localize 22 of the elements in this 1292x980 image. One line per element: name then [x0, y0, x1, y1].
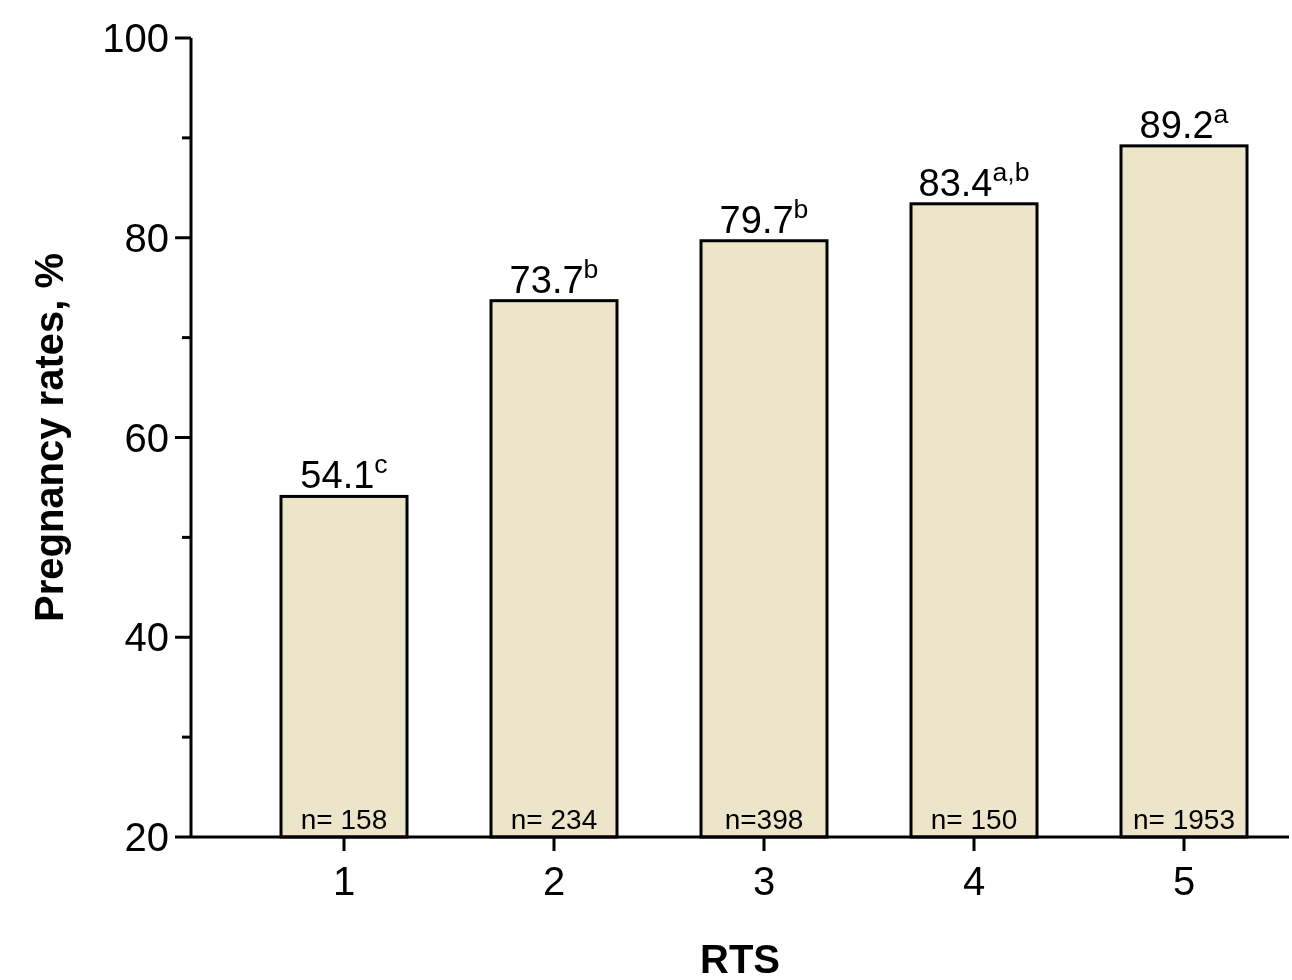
annotation: n= 158 — [300, 804, 388, 835]
y-tick-label: 40 — [124, 615, 169, 660]
data-label: 54.1$^{c}$ — [300, 449, 388, 497]
x-axis-title: RTS — [700, 937, 780, 980]
x-tick-label: 3 — [752, 859, 776, 903]
data-label: 89.2$^{a}$ — [1139, 98, 1229, 146]
data-label: 79.7$^{b}$ — [719, 193, 809, 241]
x-tick-label: 1 — [332, 859, 356, 903]
y-tick-label: 60 — [124, 415, 169, 460]
data-label: 83.4$^{a,b}$ — [918, 156, 1030, 204]
y-tick-label: 80 — [124, 215, 169, 260]
x-tick-label: 5 — [1172, 859, 1196, 903]
annotation: n=398 — [724, 804, 804, 835]
y-tick-label: 20 — [124, 815, 169, 859]
annotation: n= 1953 — [1133, 804, 1235, 835]
annotation: n= 150 — [930, 804, 1018, 835]
y-axis-title: Pregnancy rates, % — [27, 252, 71, 623]
x-tick-label: 4 — [962, 859, 986, 903]
data-label: 73.7$^{b}$ — [509, 253, 599, 301]
x-tick-label: 2 — [542, 859, 566, 903]
y-tick-label: 100 — [102, 16, 169, 60]
annotation: n= 234 — [510, 804, 598, 835]
